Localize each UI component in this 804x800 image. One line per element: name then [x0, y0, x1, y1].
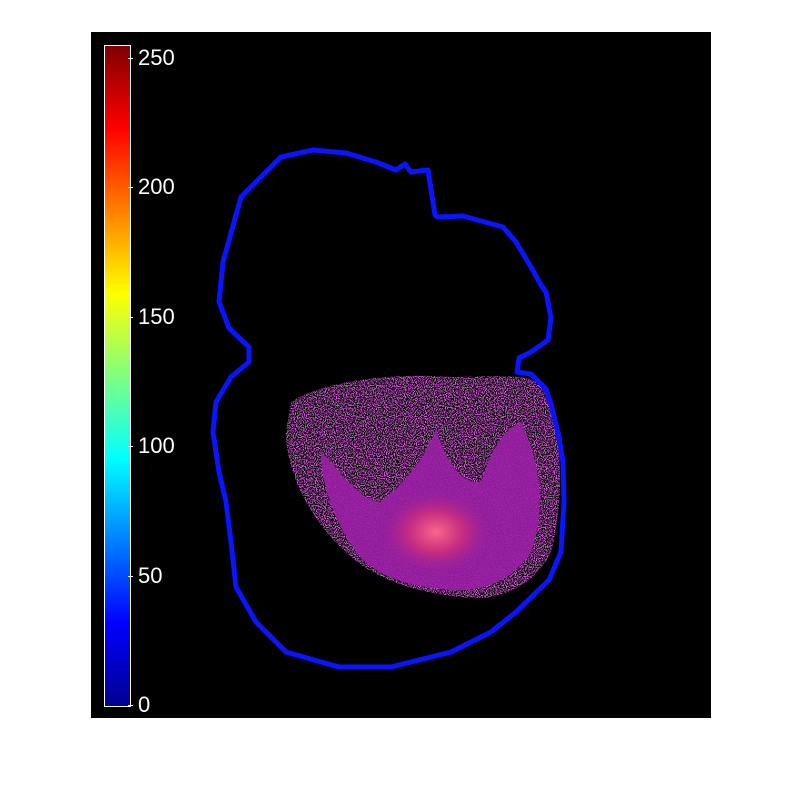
outline-contour	[210, 147, 567, 670]
hotspot	[376, 487, 496, 577]
colorbar-tick-0	[128, 705, 133, 706]
colorbar-tick-label-100: 100	[138, 433, 175, 459]
colorbar-tick-50	[128, 575, 133, 577]
colorbar-tick-100	[128, 446, 133, 448]
colorbar-tick-label-0: 0	[138, 692, 151, 717]
colorbar-tick-label-150: 150	[138, 303, 175, 329]
colorbar	[104, 45, 131, 707]
colorbar-tick-label-200: 200	[138, 174, 175, 200]
image-overlay	[210, 147, 567, 670]
image-panel	[91, 32, 711, 718]
colorbar-tick-250	[128, 57, 133, 59]
colorbar-tick-label-50: 50	[138, 562, 163, 588]
colorbar-tick-150	[128, 316, 133, 318]
colorbar-tick-200	[128, 187, 133, 189]
colorbar-tick-label-250: 250	[138, 44, 175, 70]
